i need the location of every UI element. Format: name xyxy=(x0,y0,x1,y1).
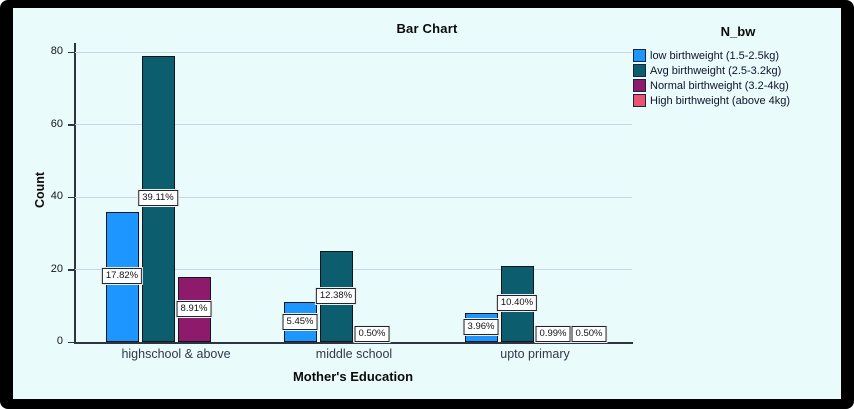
x-tick-label: upto primary xyxy=(500,347,570,361)
legend-swatch-icon xyxy=(633,64,646,77)
gridline xyxy=(75,196,632,198)
percent-label: 17.82% xyxy=(101,268,143,285)
y-tick-label: 80 xyxy=(50,45,63,57)
legend-swatch-icon xyxy=(633,79,646,92)
y-tick-mark xyxy=(68,269,75,271)
percent-label: 3.96% xyxy=(463,319,499,335)
y-tick-label: 40 xyxy=(50,190,63,202)
gridline xyxy=(75,269,632,270)
y-tick-label: 60 xyxy=(50,117,63,130)
gridline xyxy=(75,124,632,125)
x-tick-label: highschool & above xyxy=(121,347,231,361)
legend-item: Normal birthweight (3.2-4kg) xyxy=(633,79,843,92)
legend-title: N_bw xyxy=(720,24,756,39)
legend-item-label: High birthweight (above 4kg) xyxy=(650,94,791,107)
legend-item-label: Avg birthweight (2.5-3.2kg) xyxy=(650,64,782,77)
legend-item: High birthweight (above 4kg) xyxy=(633,94,843,107)
legend-item-label: Normal birthweight (3.2-4kg) xyxy=(650,79,789,92)
y-tick-label: 20 xyxy=(50,262,63,275)
percent-label: 0.99% xyxy=(535,325,571,342)
legend-item: low birthweight (1.5-2.5kg) xyxy=(633,49,843,62)
percent-label: 0.50% xyxy=(571,325,607,342)
x-tick-label: middle school xyxy=(315,347,393,361)
percent-label: 5.45% xyxy=(282,313,318,330)
x-axis-title: Mother's Education xyxy=(292,369,414,384)
legend-item: Avg birthweight (2.5-3.2kg) xyxy=(633,64,843,77)
chart-background: Bar Chart Count 0 20 40 60 80 17.82% 5.45% 3.96… xyxy=(13,8,841,399)
x-axis-line xyxy=(74,342,633,344)
percent-label: 10.40% xyxy=(496,295,538,312)
percent-label: 39.11% xyxy=(138,190,178,207)
percent-label: 8.91% xyxy=(176,300,212,317)
y-tick-mark xyxy=(68,196,75,198)
percent-label: 12.38% xyxy=(315,288,357,305)
legend-swatch-icon xyxy=(633,49,646,62)
y-tick-mark xyxy=(68,341,75,343)
legend-item-label: low birthweight (1.5-2.5kg) xyxy=(650,49,780,62)
legend: N_bw low birthweight (1.5-2.5kg) Avg birt… xyxy=(633,24,843,109)
y-tick-label: 0 xyxy=(56,335,63,347)
y-tick-mark xyxy=(68,124,75,126)
percent-label: 0.50% xyxy=(354,325,390,342)
plot-area: 0 20 40 60 80 17.82% 5.45% 3.96% 39.11% 12.38% 10.… xyxy=(13,8,841,399)
gridline xyxy=(75,51,632,53)
legend-swatch-icon xyxy=(633,94,646,107)
y-axis-line xyxy=(74,43,76,343)
chart-title: Bar Chart xyxy=(396,21,458,36)
legend-items: low birthweight (1.5-2.5kg) Avg birthweig… xyxy=(633,49,843,107)
y-tick-mark xyxy=(68,51,75,53)
